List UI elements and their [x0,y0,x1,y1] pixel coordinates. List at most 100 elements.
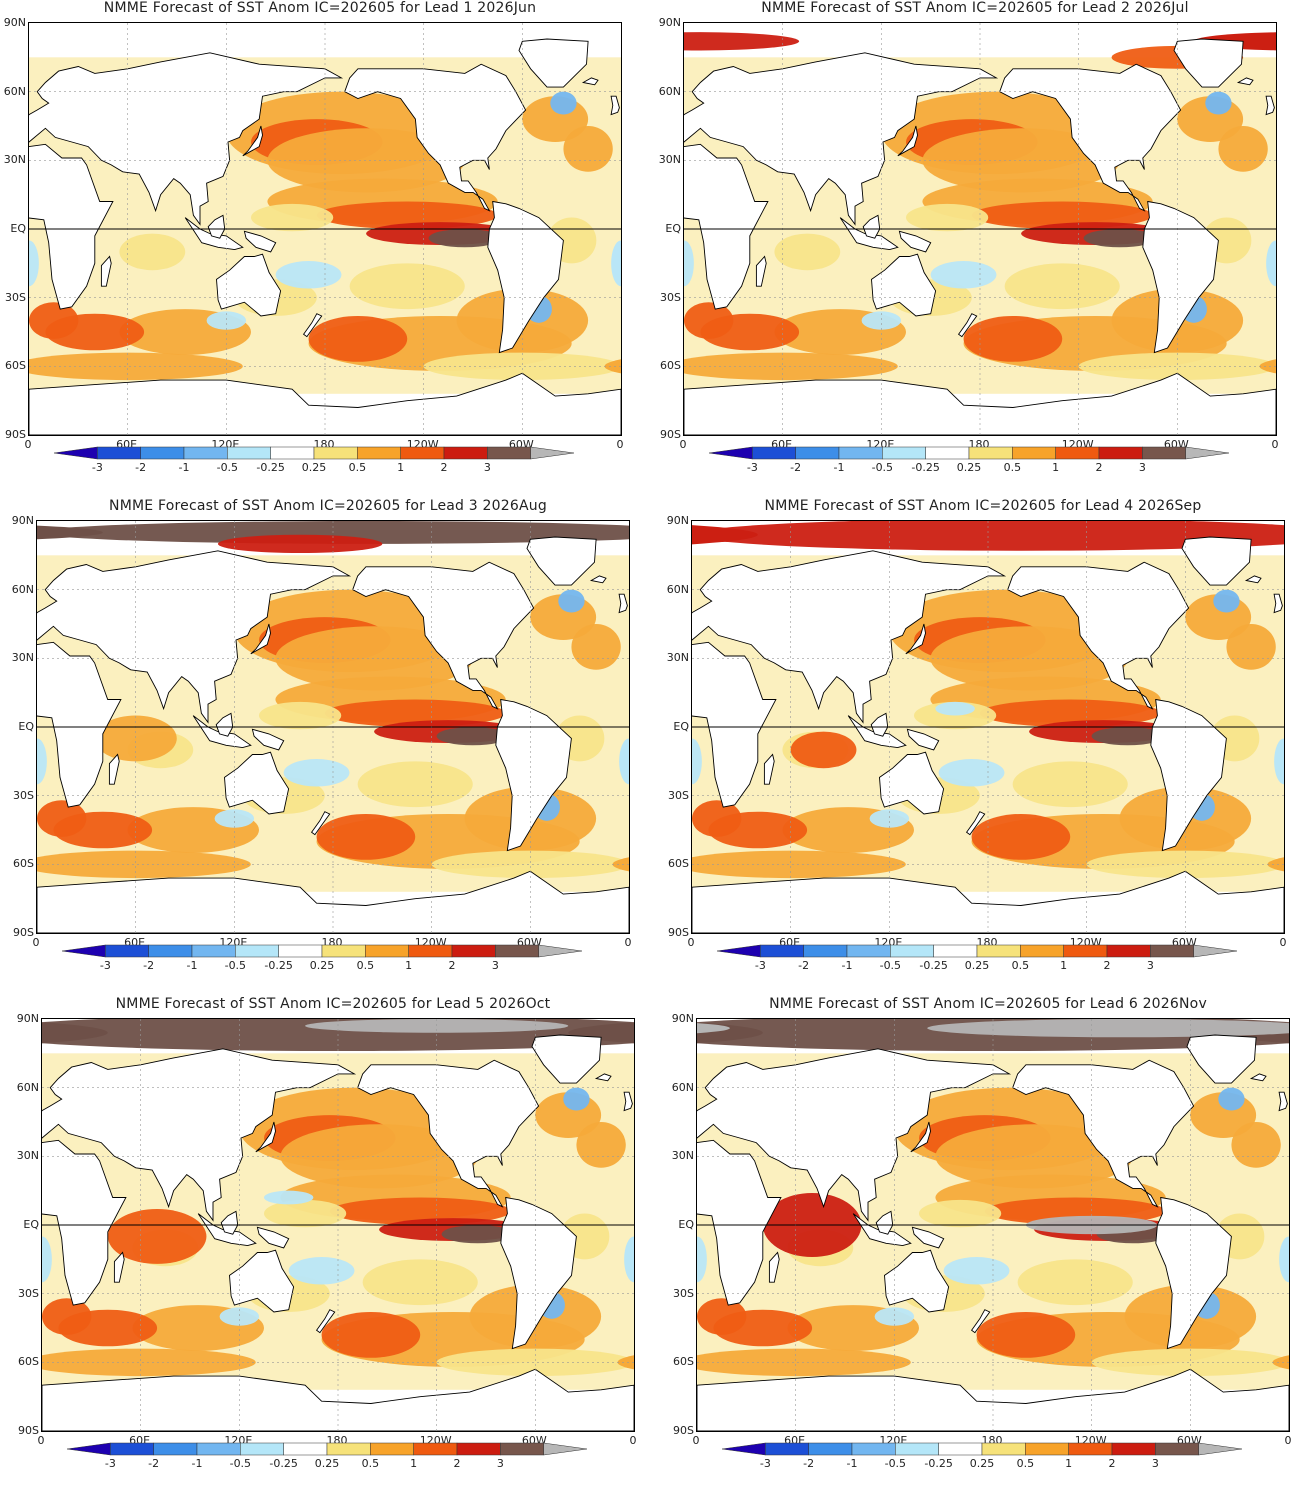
colorbar-tick-label: -0.5 [884,1457,907,1470]
colorbar-swatch [976,944,1021,958]
latitude-label: 30N [3,153,26,167]
colorbar-tick-label: -2 [803,1457,815,1470]
colorbar-swatch [1012,446,1056,460]
continent-outline [884,1249,950,1313]
latitude-label: EQ [673,720,689,733]
anomaly-region [938,759,1005,787]
longitude-label: 0 [1284,1434,1292,1447]
colorbar-swatch [105,944,149,958]
colorbar-swatch [1055,446,1100,460]
continent-outline [1249,1073,1267,1082]
colorbar-swatch [1068,1442,1113,1456]
anomaly-region [275,626,473,691]
panel-title: NMME Forecast of SST Anom IC=202605 for … [103,0,537,16]
colorbar-swatch [1111,1442,1156,1456]
colorbar-swatch [370,1442,414,1456]
anomaly-region [37,525,103,540]
anomaly-region [441,1225,514,1244]
colorbar-tick-label: 2 [453,1457,461,1470]
anomaly-region [1218,1087,1245,1111]
colorbar-swatch [851,1442,896,1456]
anomaly-region [37,738,47,785]
continent-outline [526,536,597,586]
colorbar-tick-label: 3 [483,461,491,474]
longitude-label: 0 [629,1434,637,1447]
latitude-label: 90N [658,16,681,29]
colorbar-arrow-high [538,944,583,958]
colorbar-swatch [148,944,193,958]
anomaly-region [919,1199,1002,1228]
continent-outline [251,728,285,751]
anomaly-region [1205,91,1232,115]
anomaly-region [1086,850,1284,879]
sst-anomaly-map [696,1018,1290,1432]
anomaly-region [436,727,509,746]
colorbar-swatch [495,944,539,958]
continent-outline [1236,77,1254,86]
colorbar-tick-label: -1 [833,461,845,474]
latitude-label: 60N [658,84,681,98]
latitude-label: 90N [16,1012,39,1025]
colorbar-tick-label: 1 [410,1457,418,1470]
colorbar-tick-label: -2 [143,959,155,972]
anomaly-region [264,1190,314,1205]
continent-outline [113,1251,125,1283]
anomaly-region [1267,857,1284,872]
anomaly-region [1259,359,1276,374]
anomaly-region [979,699,1161,727]
continent-outline [1007,561,1190,710]
colorbar-swatch [933,944,978,958]
latitude-label: 90S [660,428,681,441]
anomaly-region [206,311,247,330]
colorbar-swatch [938,1442,983,1456]
anomaly-region [308,315,408,362]
colorbar-arrow-high [530,446,575,460]
continent-outline [692,641,777,808]
latitude-label: 30S [673,1286,694,1300]
continent-outline [518,38,589,88]
latitude-label: 90N [666,514,689,527]
anomaly-region [927,1019,1289,1038]
anomaly-region [42,1236,52,1283]
colorbar-tick-label: 3 [1146,959,1154,972]
anomaly-region [612,857,629,872]
colorbar-swatch [1063,944,1108,958]
continent-outline [1181,536,1252,586]
colorbar: -3 -2 -1 -0.5 -0.25 0.25 0.5 1 2 3 [42,944,602,984]
colorbar-arrow-high [1185,446,1230,460]
colorbar-tick-label: 0.5 [348,461,367,474]
anomaly-region [1226,624,1276,670]
anomaly-region [697,1236,707,1283]
latitude-label: 30S [18,1286,39,1300]
anomaly-region [428,229,501,248]
panel-title: NMME Forecast of SST Anom IC=202605 for … [764,498,1202,514]
panel-title: NMME Forecast of SST Anom IC=202605 for … [761,0,1189,16]
anomaly-region [251,203,334,232]
anomaly-region [790,731,857,769]
forecast-panel: NMME Forecast of SST Anom IC=202605 for … [655,0,1295,492]
colorbar-tick-label: -3 [104,1457,116,1470]
anomaly-region [692,525,758,545]
colorbar-tick-label: 3 [1151,1457,1159,1470]
colorbar-tick-label: -2 [148,1457,160,1470]
sst-anomaly-map [28,22,622,436]
colorbar-tick-label: -0.5 [229,1457,252,1470]
anomaly-region [119,233,186,271]
anomaly-region [436,1348,634,1377]
anomaly-region [362,1259,478,1306]
anomaly-region [37,800,87,837]
colorbar-swatch [191,944,236,958]
anomaly-region [259,701,342,730]
anomaly-region [1213,589,1240,613]
continent-outline [1265,95,1275,116]
continent-outline [344,63,527,212]
anomaly-region [29,302,79,339]
continent-outline [1186,1034,1257,1084]
longitude-label: 0 [24,438,32,451]
anomaly-region [1266,240,1276,287]
colorbar: -3 -2 -1 -0.5 -0.25 0.25 0.5 1 2 3 [34,446,594,486]
colorbar-tick-label: 2 [448,959,456,972]
panel-title: NMME Forecast of SST Anom IC=202605 for … [115,996,551,1012]
latitude-label: 60N [666,582,689,596]
continent-outline [29,143,114,310]
